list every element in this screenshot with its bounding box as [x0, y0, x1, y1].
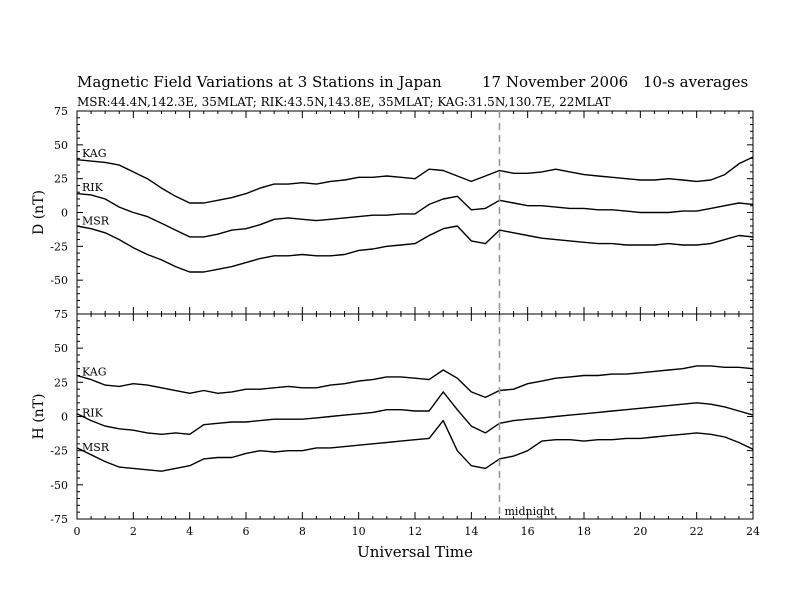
- h-ytick-label: -25: [50, 445, 68, 458]
- d-axis-label: D (nT): [31, 190, 47, 235]
- x-tick-label: 2: [130, 525, 137, 538]
- x-tick-label: 6: [243, 525, 250, 538]
- h-series-kag-line: [76, 365, 754, 399]
- x-tick-label: 20: [633, 525, 647, 538]
- x-tick-label: 4: [186, 525, 193, 538]
- d-ytick-label: -25: [50, 240, 68, 253]
- h-ytick-label: 25: [54, 376, 68, 389]
- h-ytick-label: -50: [50, 479, 68, 492]
- d-ytick-label: 0: [61, 207, 68, 220]
- x-tick-label: 14: [464, 525, 478, 538]
- figure-header: Magnetic Field Variations at 3 Stations …: [77, 73, 748, 109]
- d-series-rik-line: [76, 192, 754, 238]
- h-axis-label: H (nT): [31, 394, 47, 440]
- d-ytick-label: 25: [54, 173, 68, 186]
- d-series-rik-label: RIK: [82, 181, 104, 194]
- d-series-kag-label: KAG: [82, 147, 107, 160]
- h-ytick-label: -75: [50, 513, 68, 526]
- midnight-label: midnight: [505, 505, 556, 518]
- d-series-msr-label: MSR: [82, 215, 110, 228]
- x-tick-label: 18: [577, 525, 591, 538]
- x-tick-label: 12: [408, 525, 422, 538]
- figure-averaging: 10-s averages: [643, 73, 748, 91]
- x-tick-label: 22: [690, 525, 704, 538]
- h-ytick-label: 50: [54, 342, 68, 355]
- stations-coordinates: MSR:44.4N,142.3E, 35MLAT; RIK:43.5N,143.…: [77, 95, 611, 109]
- x-tick-label: 8: [299, 525, 306, 538]
- d-ytick-label: 75: [54, 105, 68, 118]
- x-tick-label: 10: [352, 525, 366, 538]
- h-series-kag-label: KAG: [82, 366, 107, 379]
- h-series-msr-line: [76, 419, 754, 472]
- x-tick-label: 0: [74, 525, 81, 538]
- d-component-panel: -50 -25 0 25 50 75 D (nT) KAG RIK MSR: [31, 105, 754, 315]
- h-series-rik-label: RIK: [82, 407, 104, 420]
- d-series-kag-line: [76, 156, 754, 204]
- h-ytick-label: 75: [54, 308, 68, 321]
- figure-title: Magnetic Field Variations at 3 Stations …: [77, 73, 442, 91]
- midnight-marker: midnight: [498, 111, 556, 519]
- h-series-rik-line: [76, 391, 754, 435]
- d-series-msr-line: [76, 225, 754, 273]
- h-series-msr-label: MSR: [82, 441, 110, 454]
- h-panel-frame: [76, 313, 754, 520]
- x-tick-label: 24: [746, 525, 760, 538]
- x-tick-label: 16: [521, 525, 535, 538]
- h-ytick-label: 0: [61, 411, 68, 424]
- figure-date: 17 November 2006: [482, 73, 628, 91]
- d-ytick-label: 50: [54, 139, 68, 152]
- x-axis-label: Universal Time: [357, 543, 473, 561]
- d-ytick-label: -50: [50, 274, 68, 287]
